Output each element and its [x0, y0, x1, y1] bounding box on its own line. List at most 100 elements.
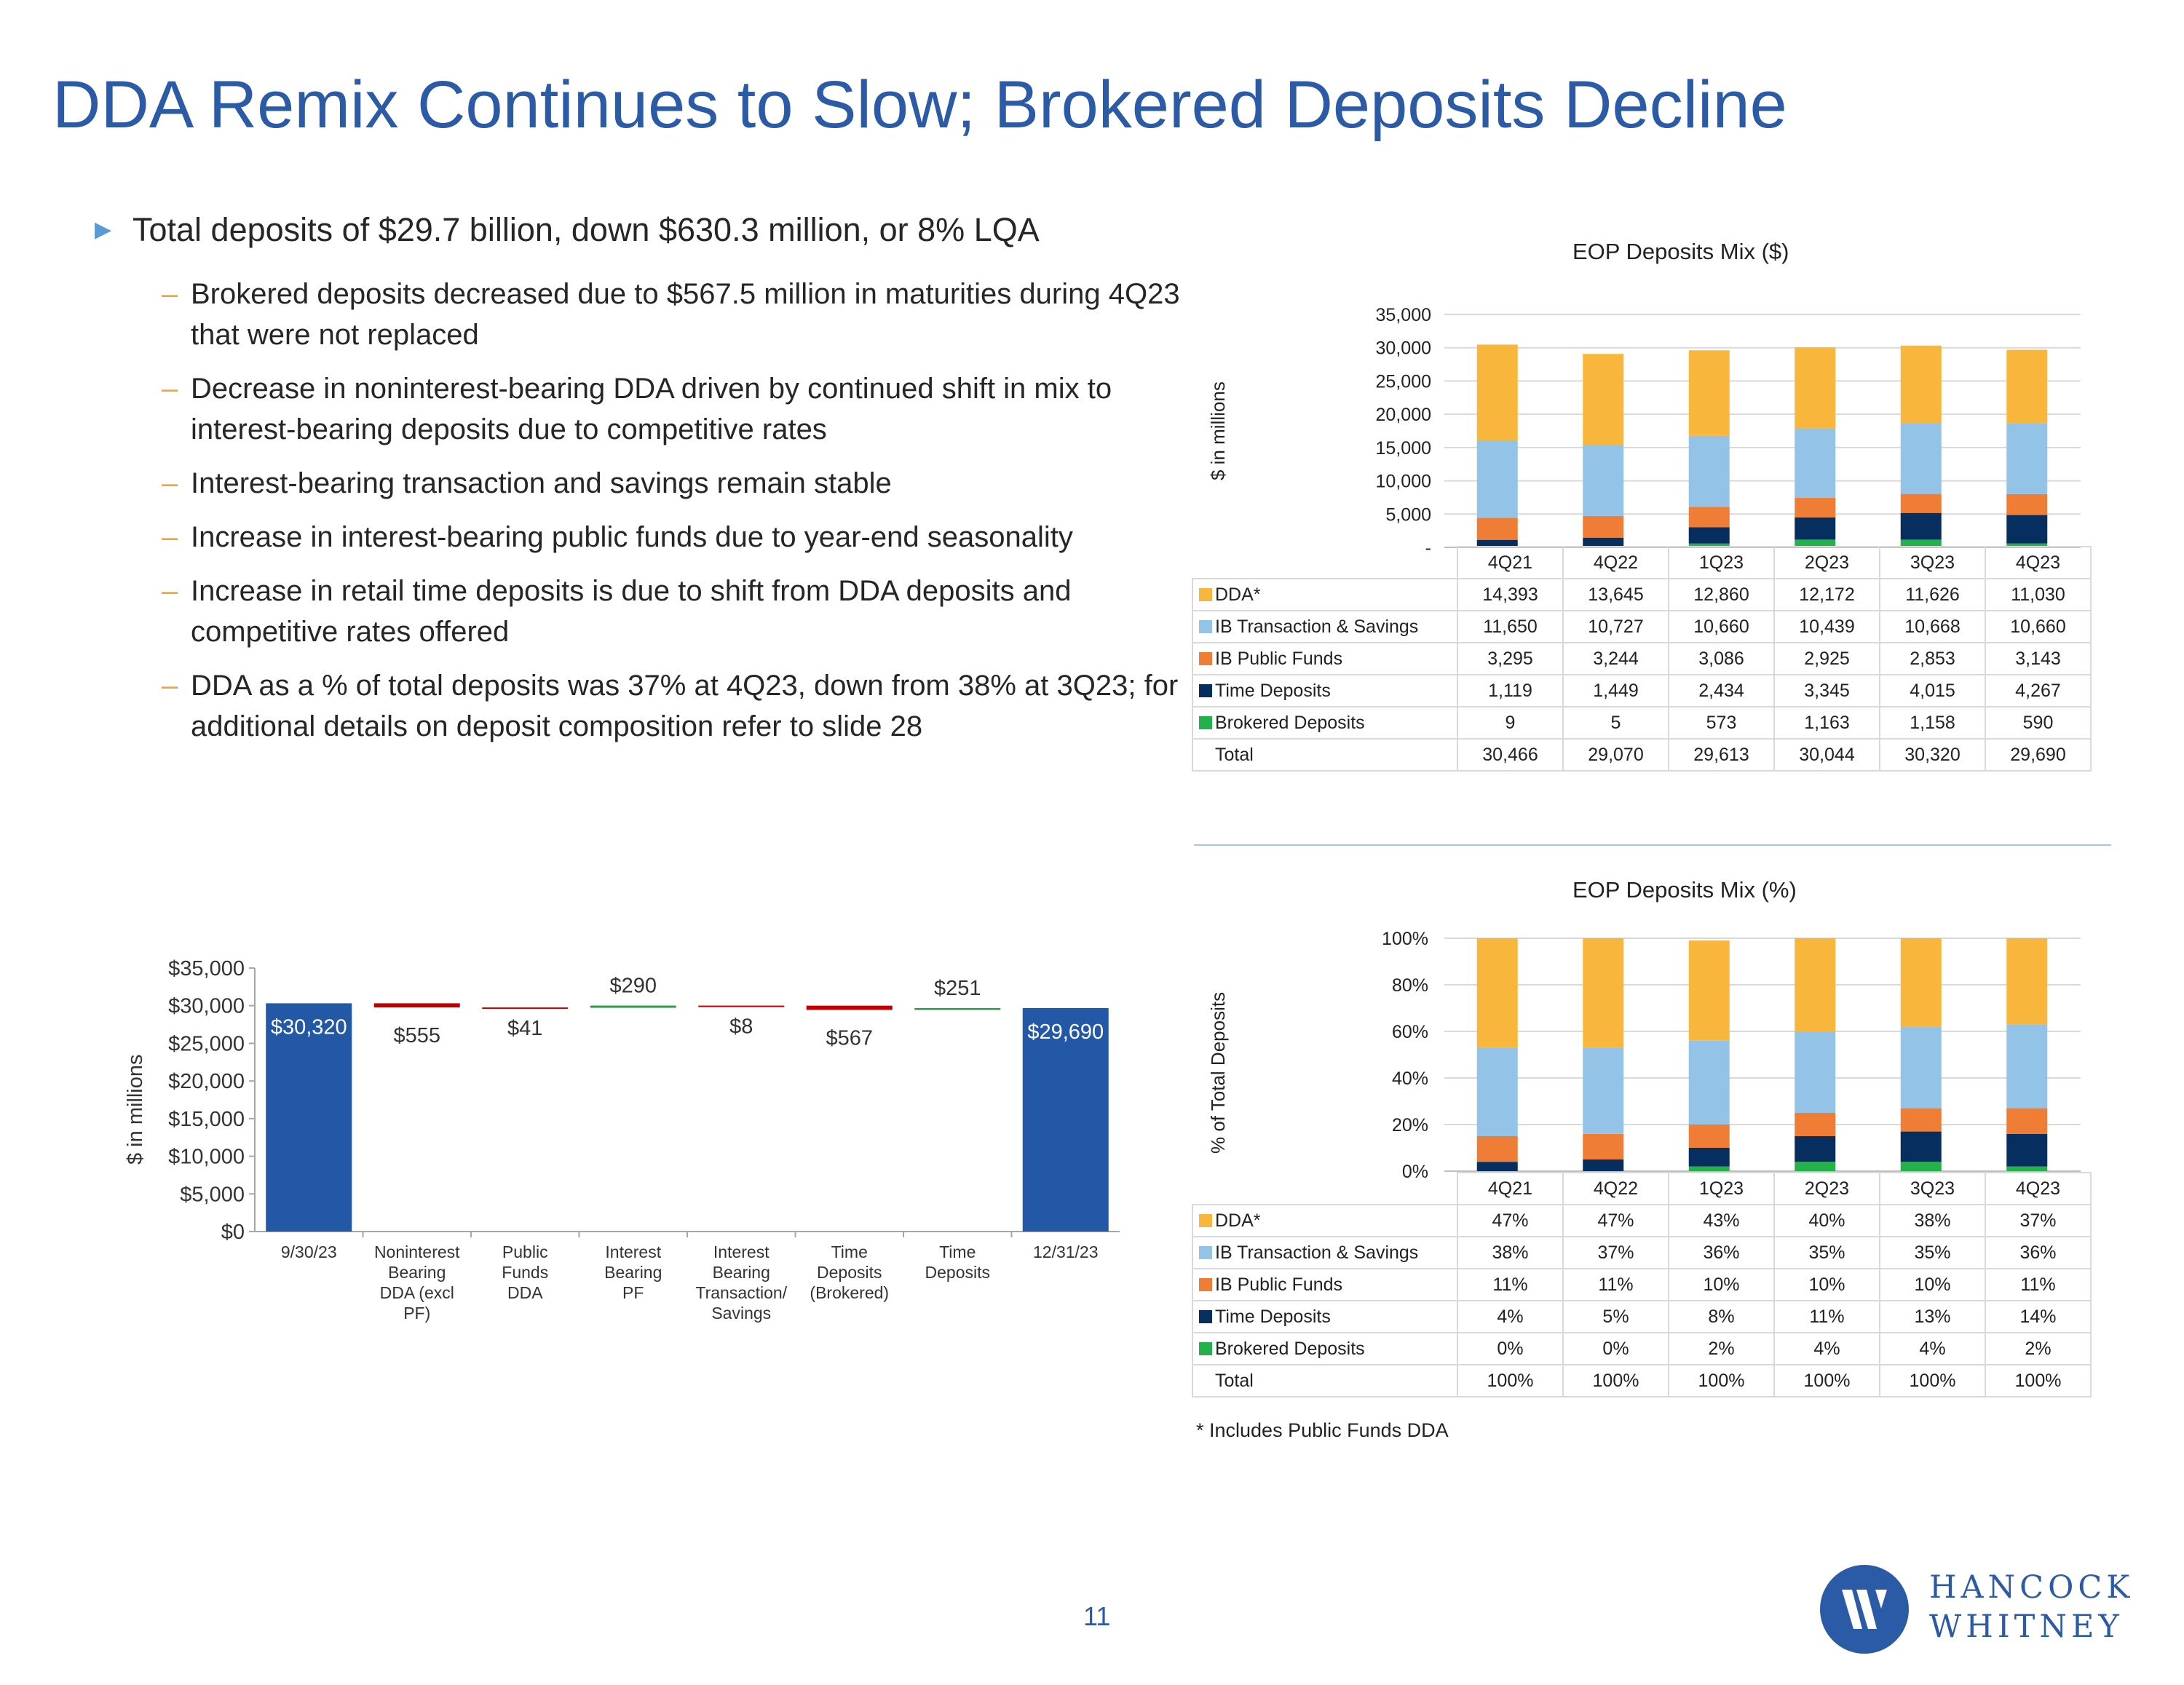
y-tick-label: 100% [1382, 929, 1428, 949]
x-category-label: Noninterest Bearing DDA (excl PF) [359, 1242, 475, 1323]
table-header-cell: 4Q22 [1562, 1172, 1669, 1205]
x-category-line: DDA (excl [379, 1283, 454, 1302]
data-label: 47% [1562, 1204, 1669, 1237]
table-row-total: Total 100% 100% 100% 100% 100% 100% [1192, 1364, 2092, 1397]
total-value: 29,070 [1562, 738, 1669, 772]
table-header-cell: 4Q21 [1457, 546, 1564, 579]
table-header-cell: 4Q23 [1985, 546, 2092, 579]
x-category-line: Interest [605, 1242, 662, 1261]
data-label: 11% [1457, 1268, 1564, 1301]
legend-cell: DDA* [1192, 578, 1458, 611]
bar-segment [2006, 543, 2048, 547]
bar-segment [1900, 1162, 1942, 1171]
x-category-label: Time Deposits [899, 1242, 1016, 1282]
bar-segment [1688, 507, 1730, 528]
data-label: $8 [729, 1015, 753, 1039]
deposits-mix-dollar-chart: EOP Deposits Mix ($) $ in millions 35,00… [1192, 233, 2126, 786]
data-label: 4% [1773, 1332, 1880, 1365]
legend-swatch [1199, 1309, 1212, 1323]
table-row: IB Transaction & Savings 11,650 10,727 10,6… [1192, 610, 2092, 643]
bar-segment [1900, 539, 1942, 547]
data-label: $41 [507, 1017, 542, 1040]
x-category-line: Time [831, 1242, 868, 1261]
y-tick-label: 5,000 [1385, 504, 1431, 525]
data-label: 10,660 [1668, 610, 1775, 643]
data-label: 2,853 [1879, 642, 1986, 675]
sub-bullet: – Increase in retail time deposits is due… [162, 571, 1208, 652]
table-header-cell: 4Q23 [1985, 1172, 2092, 1205]
legend-label: Time Deposits [1215, 1306, 1331, 1327]
legend-label: IB Public Funds [1215, 1274, 1343, 1295]
total-value: 100% [1668, 1364, 1775, 1397]
total-value: 30,044 [1773, 738, 1880, 772]
legend-swatch [1199, 1277, 1212, 1291]
data-label: 10% [1879, 1268, 1986, 1301]
x-category-line: Deposits [817, 1263, 882, 1282]
data-table: 4Q21 4Q22 1Q23 2Q23 3Q23 4Q23 DDA* 14,393 13,645… [1192, 546, 2092, 772]
x-category-line: Time [939, 1242, 976, 1261]
data-label: $290 [609, 975, 657, 998]
table-row-total: Total 30,466 29,070 29,613 30,044 30,320 29,69… [1192, 738, 2092, 772]
bar-segment [1476, 1047, 1518, 1136]
bar-segment [1476, 938, 1518, 1048]
data-label: 2,434 [1668, 674, 1775, 707]
data-label: 10% [1668, 1268, 1775, 1301]
bar-segment [2006, 1133, 2048, 1167]
x-category-line: Interest [713, 1242, 769, 1261]
data-label: $555 [393, 1024, 440, 1047]
sub-bullet-text: DDA as a % of total deposits was 37% at … [191, 670, 1179, 742]
sub-bullet: – DDA as a % of total deposits was 37% at… [162, 665, 1208, 747]
bar-segment [1795, 347, 1836, 429]
sub-bullet: – Interest-bearing transaction and saving… [162, 463, 1208, 504]
table-corner [1192, 547, 1458, 579]
data-label: 10% [1773, 1268, 1880, 1301]
bar-segment [2006, 423, 2048, 494]
bar-segment [1795, 1031, 1836, 1113]
y-tick-label: 20,000 [1376, 405, 1431, 425]
y-tick-label: 10,000 [1376, 472, 1431, 492]
bar-segment [1900, 423, 1942, 494]
legend-cell: IB Public Funds [1192, 1268, 1458, 1301]
data-label: 1,449 [1562, 674, 1669, 707]
data-label: 38% [1457, 1236, 1564, 1269]
legend-swatch [1199, 651, 1212, 665]
legend-swatch [1199, 715, 1212, 729]
y-tick-label: $15,000 [168, 1108, 245, 1131]
bar-segment [1583, 444, 1624, 517]
y-tick-label: 80% [1392, 975, 1428, 996]
bar-segment [1688, 435, 1730, 507]
bar-segment [1688, 543, 1730, 547]
y-tick-label: 15,000 [1376, 438, 1431, 459]
bullet-main: ▶ Total deposits of $29.7 billion, down … [95, 211, 1208, 249]
data-label: 8% [1668, 1300, 1775, 1333]
bar-segment [2006, 349, 2048, 424]
data-label: 11% [1562, 1268, 1669, 1301]
data-label: 11,626 [1879, 578, 1986, 611]
bar-segment [1583, 537, 1624, 547]
table-corner [1192, 1173, 1458, 1205]
logo-mark-icon [1820, 1565, 1909, 1654]
bar-segment [1900, 1026, 1942, 1109]
logo-line-1: HANCOCK [1929, 1569, 2134, 1606]
data-label: 40% [1773, 1204, 1880, 1237]
legend-cell: DDA* [1192, 1204, 1458, 1237]
sub-bullet: – Brokered deposits decreased due to $567… [162, 274, 1208, 355]
bar-segment [1688, 527, 1730, 544]
y-tick-label: $25,000 [168, 1032, 245, 1055]
dash-icon: – [162, 521, 178, 553]
data-label: 1,119 [1457, 674, 1564, 707]
waterfall-bar [1022, 1007, 1109, 1232]
legend-label: IB Transaction & Savings [1215, 616, 1419, 637]
legend-swatch [1199, 587, 1212, 601]
x-category-line: (Brokered) [810, 1283, 890, 1302]
bar-segment [1795, 498, 1836, 518]
bar-segment [1583, 354, 1624, 445]
data-label: $251 [934, 977, 981, 1000]
sub-bullet-text: Increase in retail time deposits is due … [191, 575, 1072, 648]
table-header-cell: 2Q23 [1773, 546, 1880, 579]
x-category-label: Public Funds DDA [467, 1242, 583, 1303]
waterfall-bar [698, 1005, 785, 1007]
data-label: 12,860 [1668, 578, 1775, 611]
x-category-line: Noninterest [373, 1242, 460, 1261]
x-category-line: Savings [711, 1304, 772, 1323]
